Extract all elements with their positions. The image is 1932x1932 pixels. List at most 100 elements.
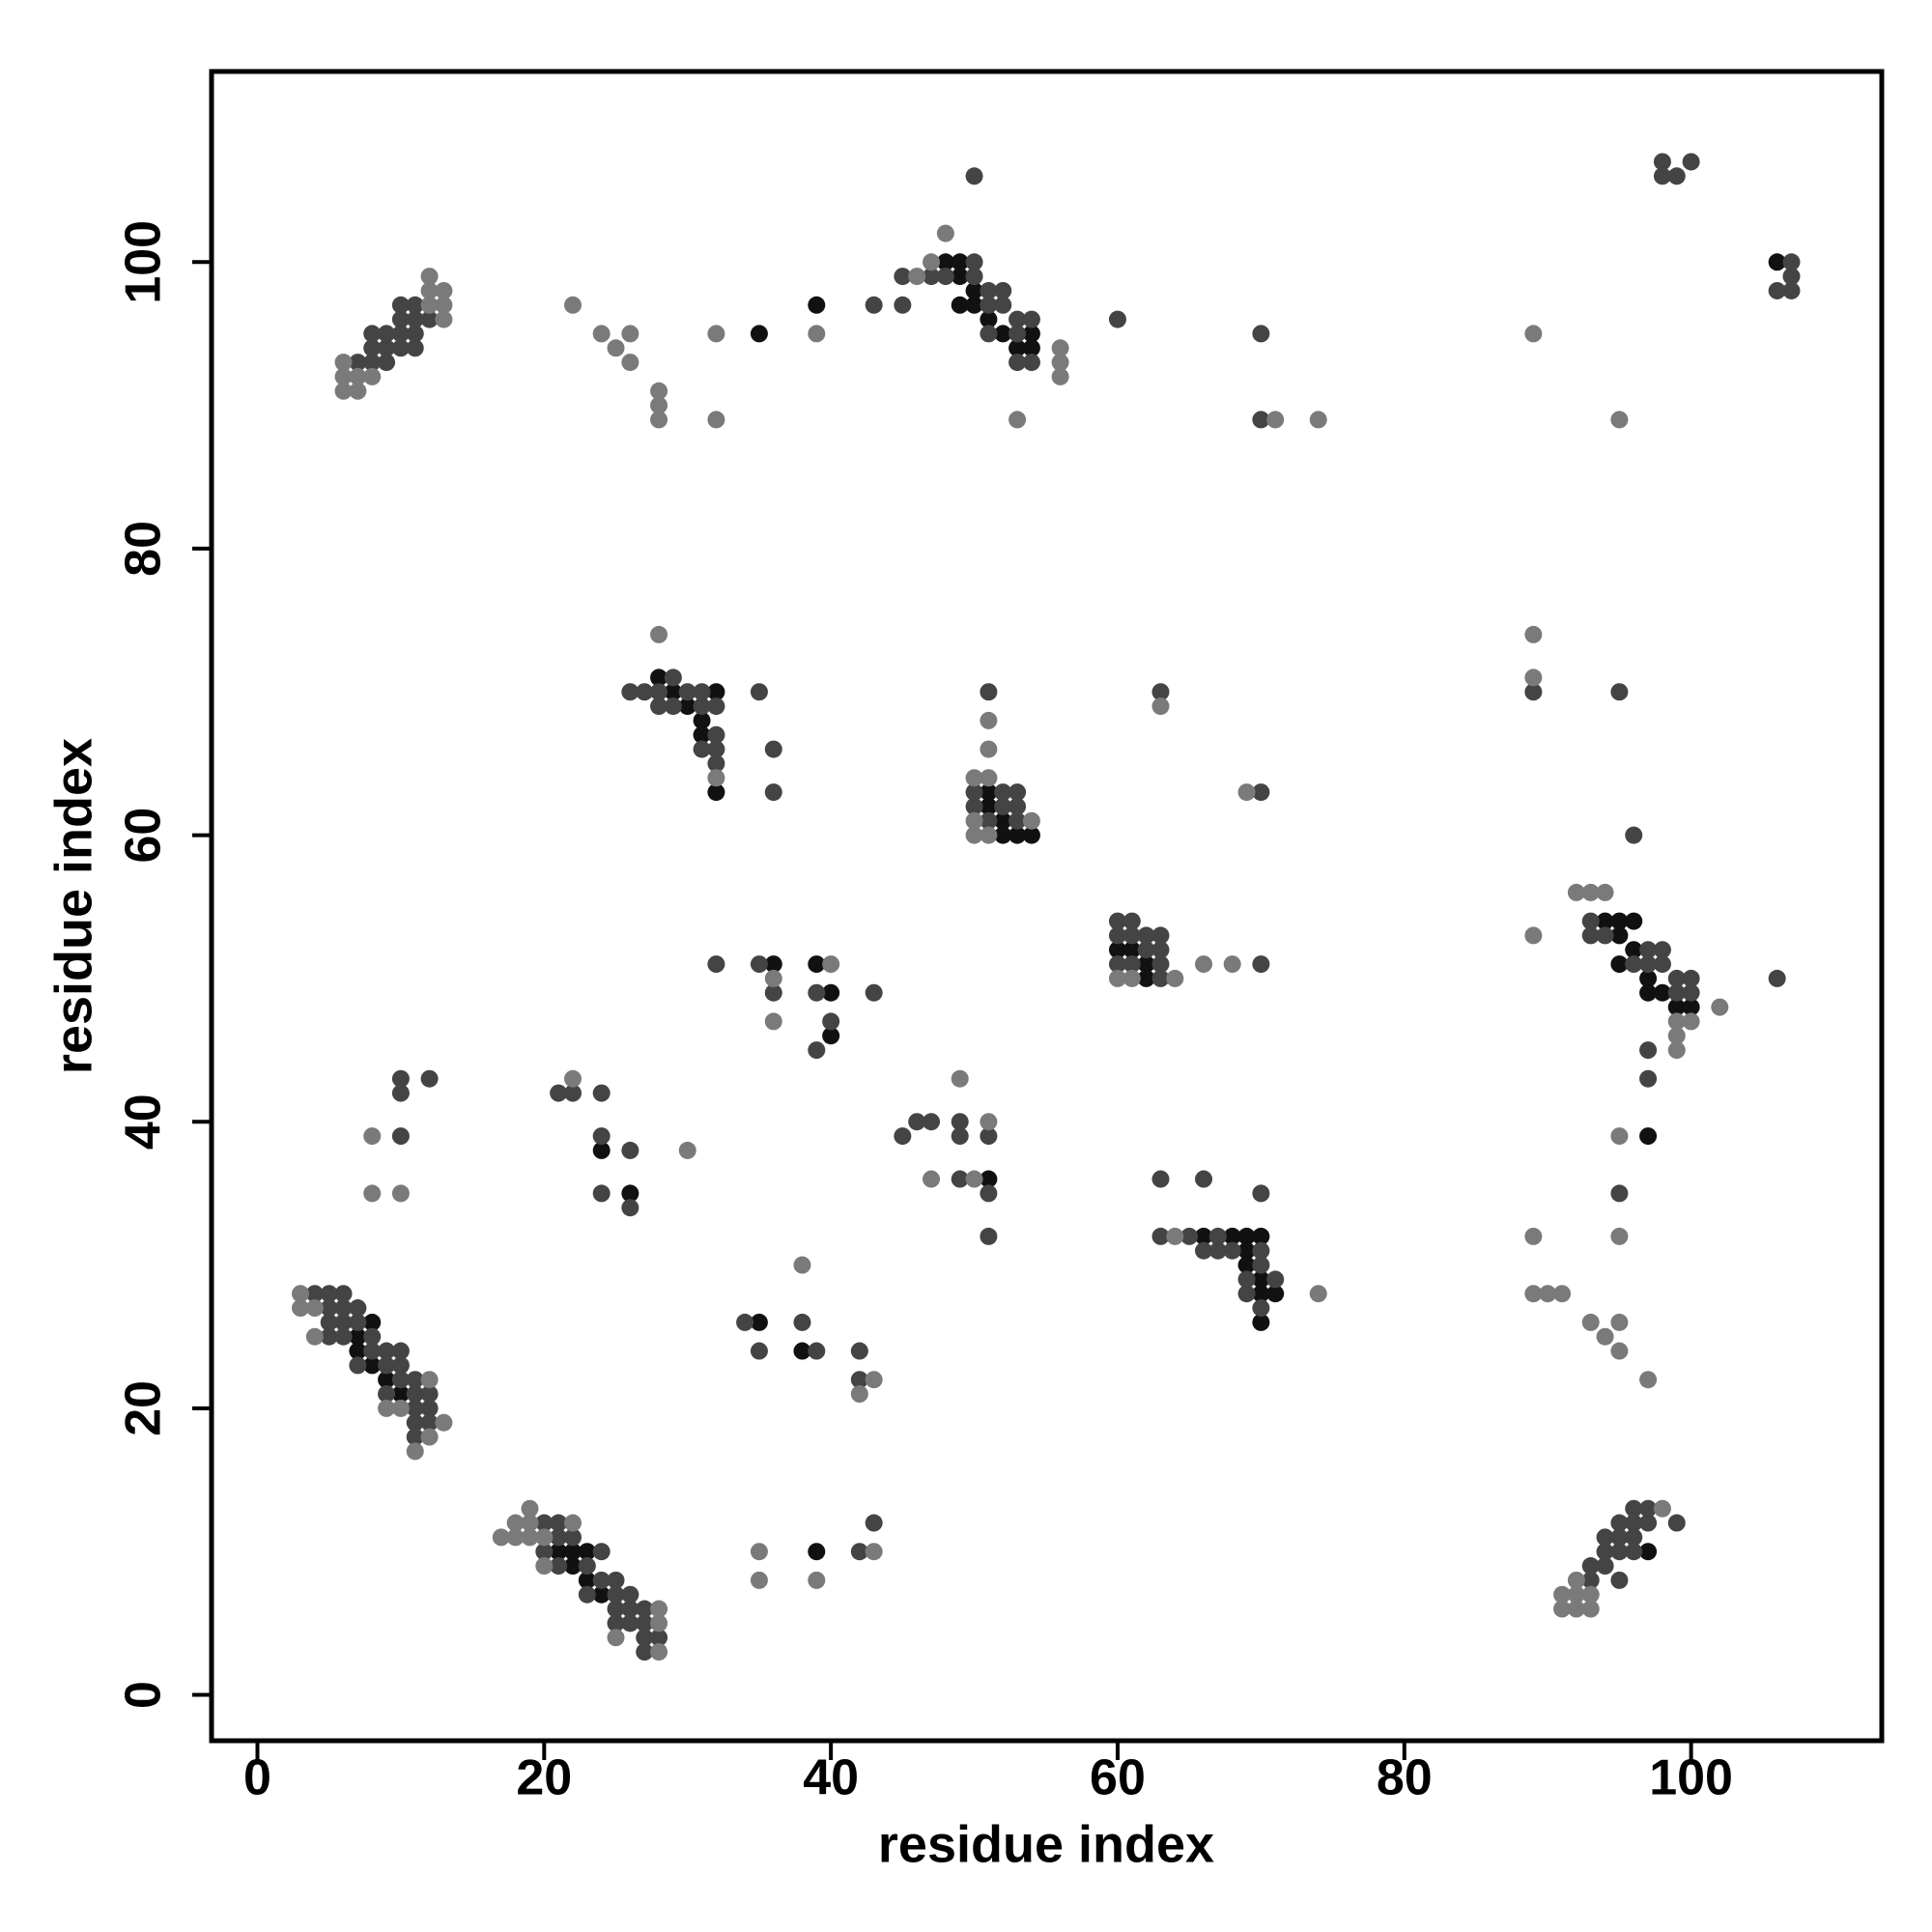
point	[1667, 1514, 1686, 1532]
point	[1711, 998, 1729, 1016]
point	[349, 1299, 367, 1318]
point	[349, 354, 367, 372]
point	[808, 983, 826, 1002]
point	[334, 1299, 353, 1318]
point	[1610, 912, 1629, 930]
point	[391, 325, 410, 343]
point	[980, 296, 998, 314]
point	[1625, 955, 1643, 974]
point	[951, 1069, 969, 1088]
point	[980, 1227, 998, 1245]
point	[1108, 310, 1126, 328]
point	[1653, 1499, 1671, 1518]
point	[1122, 912, 1141, 930]
point	[535, 1557, 554, 1576]
point	[1639, 1127, 1658, 1146]
point	[391, 310, 410, 328]
point	[1567, 1585, 1585, 1604]
point	[592, 1543, 611, 1561]
point	[563, 1069, 582, 1088]
point	[1223, 1241, 1241, 1260]
point	[292, 1299, 310, 1318]
point	[621, 325, 639, 343]
point	[363, 1313, 382, 1331]
point	[1667, 1041, 1686, 1060]
point	[1667, 983, 1686, 1002]
point	[1610, 1514, 1629, 1532]
point	[1237, 1241, 1256, 1260]
point	[1581, 912, 1600, 930]
point	[980, 1127, 998, 1146]
point	[1009, 783, 1027, 802]
point	[420, 281, 439, 299]
point	[980, 740, 998, 758]
point	[563, 1528, 582, 1547]
point	[923, 1113, 941, 1131]
point	[378, 339, 396, 357]
x-tick-label: 40	[803, 1750, 859, 1806]
point	[592, 1141, 611, 1159]
point	[391, 1399, 410, 1417]
point	[750, 1313, 768, 1331]
point	[636, 683, 654, 701]
point	[664, 697, 682, 716]
point	[808, 1543, 826, 1561]
point	[1625, 1514, 1643, 1532]
point	[420, 1371, 439, 1389]
point	[435, 310, 453, 328]
point	[707, 683, 725, 701]
point	[592, 1585, 611, 1604]
point	[1252, 783, 1270, 802]
y-tick-label: 20	[116, 1380, 172, 1436]
point	[965, 268, 983, 286]
point	[994, 797, 1012, 815]
point	[636, 1614, 654, 1633]
point	[592, 325, 611, 343]
point	[1682, 998, 1700, 1016]
point	[793, 1256, 811, 1274]
point	[1195, 1241, 1213, 1260]
point	[994, 783, 1012, 802]
point	[1108, 912, 1126, 930]
point	[1524, 325, 1543, 343]
point	[1237, 1285, 1256, 1303]
point	[1108, 941, 1126, 959]
point	[521, 1499, 539, 1518]
point	[1610, 955, 1629, 974]
point	[678, 1141, 696, 1159]
point	[550, 1528, 568, 1547]
point	[607, 1600, 625, 1618]
point	[1682, 969, 1700, 987]
point	[1022, 811, 1040, 830]
point	[550, 1084, 568, 1102]
point	[707, 325, 725, 343]
point	[1108, 955, 1126, 974]
point	[1625, 1528, 1643, 1547]
point	[951, 1127, 969, 1146]
point	[1208, 1227, 1227, 1245]
point	[965, 281, 983, 299]
point	[406, 1371, 424, 1389]
point	[951, 253, 969, 271]
point	[363, 1327, 382, 1346]
point	[822, 955, 840, 974]
point	[764, 1012, 782, 1031]
point	[1151, 683, 1170, 701]
point	[1667, 1027, 1686, 1045]
point	[1166, 969, 1184, 987]
point	[764, 955, 782, 974]
point	[750, 955, 768, 974]
point	[1009, 325, 1027, 343]
point	[707, 725, 725, 744]
point	[1639, 1543, 1658, 1561]
point	[1768, 969, 1786, 987]
point	[650, 1629, 668, 1647]
point	[378, 1371, 396, 1389]
point	[923, 253, 941, 271]
point	[1009, 811, 1027, 830]
point	[1625, 1543, 1643, 1561]
point	[607, 339, 625, 357]
point	[1639, 1371, 1658, 1389]
point	[320, 1327, 338, 1346]
point	[607, 1614, 625, 1633]
